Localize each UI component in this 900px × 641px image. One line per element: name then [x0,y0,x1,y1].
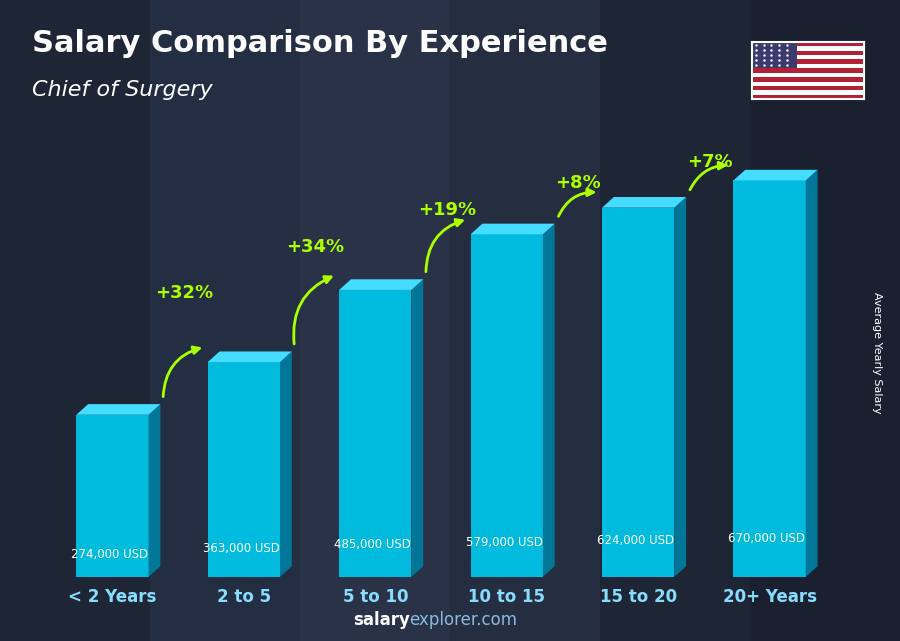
Polygon shape [280,351,292,577]
Text: 579,000 USD: 579,000 USD [465,537,543,549]
Bar [752,51,864,55]
Text: +8%: +8% [555,174,601,192]
Text: 624,000 USD: 624,000 USD [597,535,674,547]
Bar [752,60,864,64]
Text: 363,000 USD: 363,000 USD [202,542,280,555]
Bar [752,86,864,90]
Polygon shape [471,224,554,235]
Text: Chief of Surgery: Chief of Surgery [32,80,212,100]
Text: 485,000 USD: 485,000 USD [334,538,411,551]
Polygon shape [806,170,817,577]
Text: +32%: +32% [155,285,213,303]
Bar [752,95,864,99]
Polygon shape [674,197,686,577]
Polygon shape [734,170,817,181]
Bar [752,42,864,46]
Text: +34%: +34% [286,238,345,256]
Bar [752,55,864,60]
Polygon shape [602,208,674,577]
Polygon shape [208,351,292,362]
Polygon shape [208,362,280,577]
Polygon shape [148,404,160,577]
Bar [752,42,796,69]
Bar [752,90,864,95]
Bar [752,77,864,81]
Text: 670,000 USD: 670,000 USD [728,532,806,545]
Text: +19%: +19% [418,201,476,219]
Bar [752,64,864,69]
Text: Salary Comparison By Experience: Salary Comparison By Experience [32,29,608,58]
Polygon shape [602,197,686,208]
Polygon shape [339,279,423,290]
Bar [752,46,864,51]
Polygon shape [76,404,160,415]
Bar [752,81,864,86]
Polygon shape [339,290,411,577]
Polygon shape [471,235,543,577]
Text: 274,000 USD: 274,000 USD [71,547,148,561]
Polygon shape [411,279,423,577]
Text: +7%: +7% [687,153,733,171]
Polygon shape [543,224,554,577]
Bar [752,69,864,72]
Bar [752,72,864,77]
Text: explorer.com: explorer.com [410,612,518,629]
Polygon shape [76,415,148,577]
Text: Average Yearly Salary: Average Yearly Salary [872,292,883,413]
Polygon shape [734,181,806,577]
Text: salary: salary [353,612,410,629]
